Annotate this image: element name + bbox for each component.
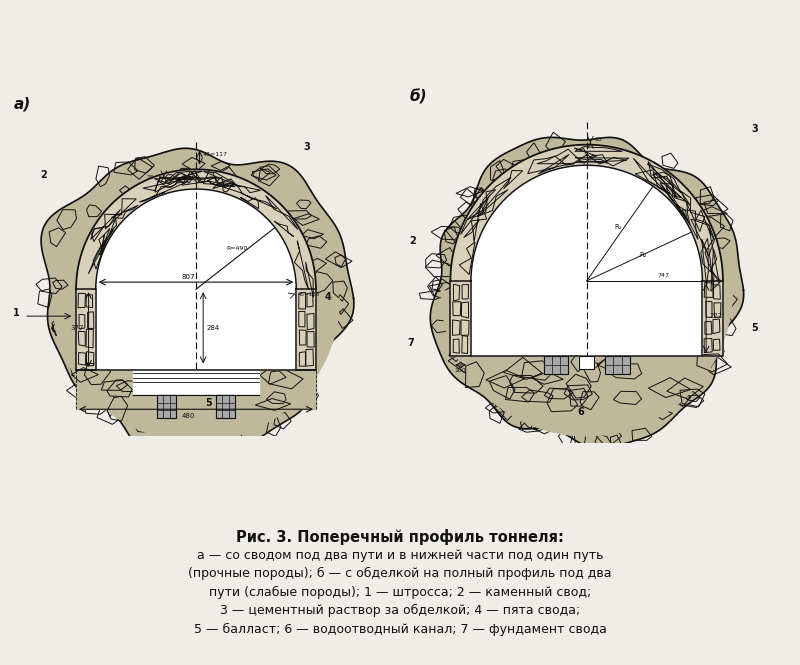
Text: 2: 2: [410, 235, 416, 245]
Polygon shape: [53, 298, 339, 442]
Text: 5: 5: [205, 398, 212, 408]
Text: 377: 377: [70, 325, 84, 331]
Text: 2: 2: [40, 170, 47, 180]
Polygon shape: [544, 356, 568, 374]
Text: 5: 5: [751, 323, 758, 333]
Text: 480: 480: [182, 413, 195, 419]
Polygon shape: [96, 189, 296, 370]
Polygon shape: [258, 370, 316, 409]
Text: а — со сводом под два пути и в нижней части под один путь
(прочные породы); б — : а — со сводом под два пути и в нижней ча…: [188, 549, 612, 636]
Text: 43=117: 43=117: [203, 152, 228, 157]
Text: 807: 807: [182, 273, 195, 279]
Polygon shape: [296, 289, 316, 370]
Text: б): б): [410, 90, 427, 104]
Polygon shape: [134, 370, 258, 395]
Text: 284: 284: [206, 325, 220, 331]
Text: а): а): [14, 96, 30, 112]
Polygon shape: [441, 290, 732, 436]
Polygon shape: [216, 395, 235, 418]
Text: 7: 7: [407, 338, 414, 348]
Text: R₂: R₂: [639, 251, 646, 257]
Polygon shape: [76, 370, 134, 409]
Text: 15: 15: [146, 175, 154, 180]
Polygon shape: [450, 145, 723, 281]
Polygon shape: [471, 165, 702, 356]
Text: 1: 1: [14, 308, 20, 318]
Polygon shape: [702, 281, 723, 356]
Text: 222: 222: [710, 313, 723, 319]
Text: 4: 4: [325, 292, 332, 302]
Text: R₁: R₁: [614, 223, 622, 229]
Text: Рис. 3. Поперечный профиль тоннеля:: Рис. 3. Поперечный профиль тоннеля:: [236, 529, 564, 545]
Text: R=490: R=490: [226, 246, 248, 251]
Text: 3: 3: [751, 124, 758, 134]
Polygon shape: [430, 138, 744, 448]
Polygon shape: [157, 395, 176, 418]
Polygon shape: [76, 289, 96, 370]
Text: 3: 3: [303, 142, 310, 152]
Polygon shape: [450, 281, 471, 356]
Text: 100: 100: [454, 368, 466, 374]
Polygon shape: [606, 356, 630, 374]
Text: 15: 15: [594, 137, 602, 142]
Text: 747: 747: [658, 273, 670, 278]
Text: 6: 6: [578, 408, 584, 418]
Polygon shape: [76, 170, 316, 289]
Polygon shape: [41, 148, 354, 460]
Polygon shape: [579, 356, 594, 368]
Text: 45=128: 45=128: [298, 293, 320, 297]
